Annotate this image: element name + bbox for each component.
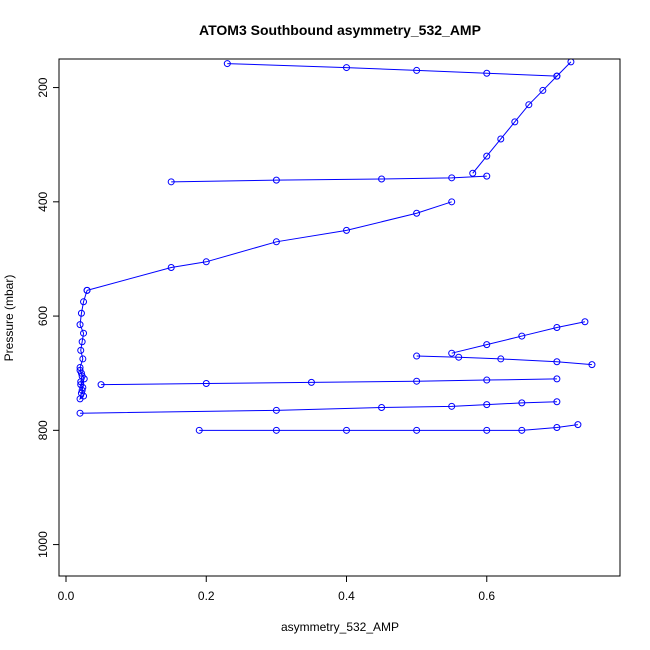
- data-point: [518, 332, 526, 340]
- series-line: [227, 63, 557, 77]
- series-line: [86, 201, 452, 291]
- data-point: [483, 172, 491, 180]
- y-tick-label: 400: [36, 191, 50, 211]
- data-point: [76, 321, 84, 329]
- data-point: [272, 176, 280, 184]
- data-point: [343, 64, 351, 72]
- data-point: [413, 377, 421, 385]
- data-point: [448, 402, 456, 410]
- data-point: [80, 329, 88, 337]
- data-point: [83, 286, 91, 294]
- data-point: [378, 403, 386, 411]
- data-point: [413, 352, 421, 360]
- data-point: [483, 426, 491, 434]
- data-point: [553, 358, 561, 366]
- data-point: [413, 66, 421, 74]
- data-point: [378, 175, 386, 183]
- data-point: [76, 366, 84, 374]
- y-tick-label: 600: [36, 306, 50, 326]
- data-point: [202, 379, 210, 387]
- data-point: [553, 398, 561, 406]
- data-point: [413, 209, 421, 217]
- y-tick-label: 800: [36, 420, 50, 440]
- plot-frame: [58, 58, 621, 577]
- data-point: [483, 376, 491, 384]
- data-point: [77, 309, 85, 317]
- data-point: [307, 378, 315, 386]
- x-axis-label: asymmetry_532_AMP: [281, 620, 399, 634]
- data-point: [343, 226, 351, 234]
- data-point: [483, 152, 491, 160]
- data-point: [469, 169, 477, 177]
- data-point: [167, 178, 175, 186]
- data-point: [195, 426, 203, 434]
- data-point: [272, 238, 280, 246]
- data-point: [553, 324, 561, 331]
- data-point: [448, 198, 456, 206]
- data-point: [539, 86, 547, 94]
- series-line: [416, 355, 592, 366]
- data-point: [76, 409, 84, 417]
- chart-title: ATOM3 Southbound asymmetry_532_AMP: [199, 22, 481, 38]
- x-tick-label: 0.2: [198, 589, 215, 603]
- y-tick-label: 1000: [36, 531, 50, 558]
- plot-area: [76, 58, 596, 434]
- data-point: [272, 426, 280, 434]
- data-point: [511, 118, 519, 126]
- data-point: [80, 298, 88, 306]
- y-axis: 200 400 600 800 1000: [36, 77, 59, 558]
- data-point: [78, 338, 86, 346]
- data-point: [413, 426, 421, 434]
- data-point: [79, 355, 87, 363]
- data-point: [448, 349, 456, 357]
- x-tick-label: 0.4: [338, 589, 355, 603]
- data-point: [483, 341, 491, 349]
- data-point: [202, 258, 210, 266]
- data-point: [553, 423, 561, 431]
- data-point: [223, 60, 231, 68]
- x-axis: 0.0 0.2 0.4 0.6: [58, 576, 495, 603]
- data-point: [497, 135, 505, 143]
- data-point: [448, 174, 456, 182]
- data-point: [343, 426, 351, 434]
- data-point: [518, 399, 526, 407]
- data-point: [455, 353, 463, 361]
- data-point: [588, 361, 596, 369]
- data-point: [167, 264, 175, 272]
- series-line: [101, 378, 557, 386]
- data-point: [553, 375, 561, 383]
- data-point: [553, 72, 561, 80]
- data-point: [77, 346, 85, 354]
- data-point: [574, 421, 582, 429]
- series-line: [199, 424, 578, 431]
- x-tick-label: 0.0: [58, 589, 75, 603]
- x-tick-label: 0.6: [478, 589, 495, 603]
- data-point: [97, 381, 105, 389]
- series-line: [451, 321, 586, 354]
- data-point: [272, 406, 280, 414]
- data-point: [518, 426, 526, 434]
- y-tick-label: 200: [36, 77, 50, 97]
- data-point: [497, 355, 505, 363]
- series-line: [171, 175, 487, 183]
- data-point: [525, 101, 533, 109]
- data-point: [483, 401, 491, 409]
- data-point: [581, 318, 589, 326]
- data-point: [483, 69, 491, 77]
- series-line: [80, 401, 557, 414]
- y-axis-label: Pressure (mbar): [2, 275, 16, 362]
